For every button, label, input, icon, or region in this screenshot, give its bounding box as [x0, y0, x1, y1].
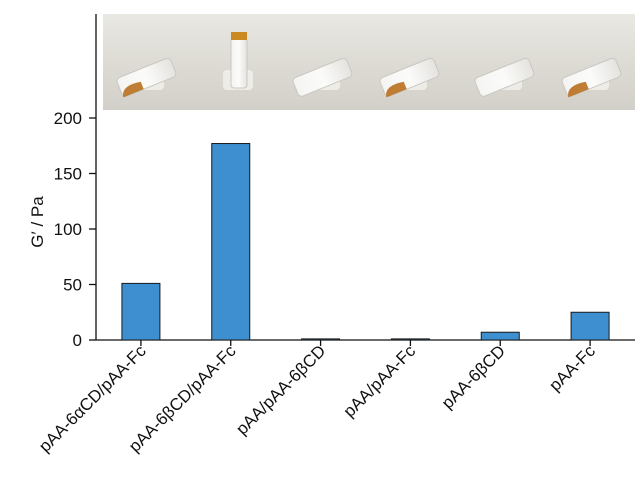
- y-tick-label: 50: [63, 276, 82, 295]
- vial: [116, 57, 177, 98]
- y-tick-label: 0: [73, 331, 82, 350]
- y-tick-label: 100: [54, 220, 82, 239]
- x-tick-label: pAA-Fc: [545, 341, 599, 395]
- bar: [121, 282, 161, 341]
- y-axis-ticks: 0 50 100 150 200: [54, 109, 96, 350]
- bars: [121, 143, 610, 341]
- x-tick-label: pAA-6βCD: [438, 341, 509, 412]
- bar: [301, 338, 341, 341]
- x-axis-labels: pAA-6αCD/pAA-FcpAA-6βCD/pAA-FcpAA/pAA-6β…: [35, 340, 599, 456]
- vial: [561, 57, 622, 98]
- bar: [211, 143, 251, 341]
- bar: [570, 311, 610, 341]
- x-tick-label: pAA/pAA-Fc: [340, 341, 420, 421]
- y-axis-title: G′ / Pa: [28, 196, 47, 248]
- bar: [480, 331, 520, 341]
- vial: [292, 57, 353, 97]
- vial-photo: [103, 14, 635, 110]
- vial: [379, 57, 440, 98]
- vial: [223, 32, 253, 90]
- vial: [474, 57, 535, 97]
- bar: [390, 338, 430, 341]
- y-tick-label: 200: [54, 109, 82, 128]
- x-tick-label: pAA/pAA-6βCD: [232, 341, 329, 438]
- y-tick-label: 150: [54, 165, 82, 184]
